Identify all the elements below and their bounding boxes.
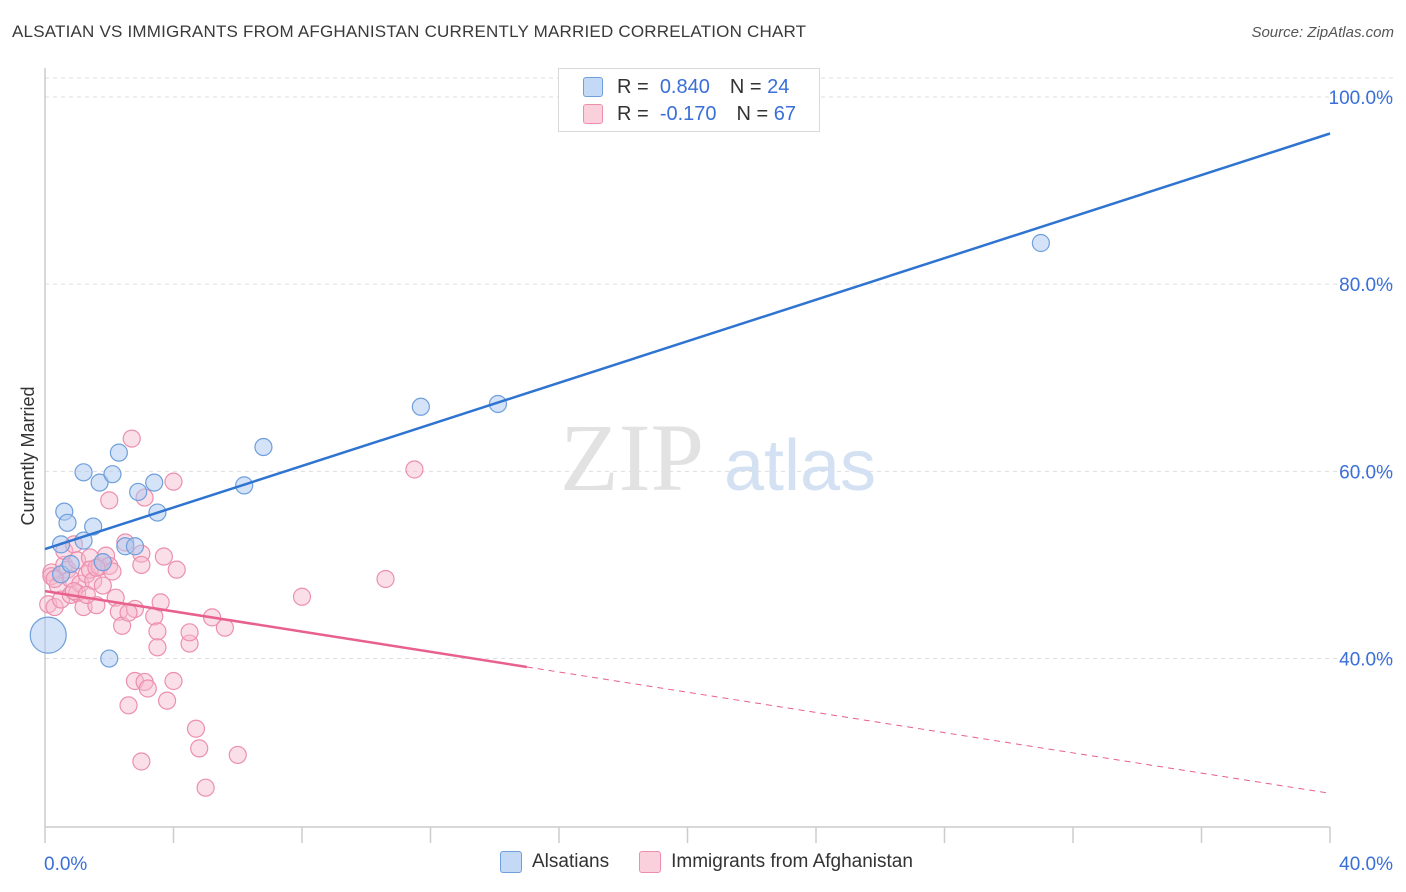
n-value: 67 [773, 102, 797, 125]
axes [44, 68, 1331, 843]
tick-labels: 40.0% 60.0% 80.0% 100.0% 0.0% 40.0% [44, 88, 1393, 875]
afghanistan-trend-line [44, 589, 528, 669]
afghanistan-point [93, 576, 112, 595]
afghanistan-point [138, 679, 157, 698]
n-label: N = [736, 102, 769, 125]
afghanistan-point [215, 618, 234, 637]
afghanistan-point [180, 623, 199, 642]
y-tick-label: 100.0% [1329, 88, 1394, 109]
source-label: Source: ZipAtlas.com [1251, 24, 1394, 41]
n-label: N = [729, 75, 762, 98]
afghanistan-point [132, 555, 151, 575]
afghanistan-point [196, 778, 215, 797]
afghanistan-point [167, 560, 186, 579]
series-legend: Alsatians Immigrants from Afghanistan [500, 851, 943, 873]
alsatian-point [90, 473, 109, 492]
alsatian-point [129, 482, 148, 502]
alsatian-point [103, 465, 122, 484]
r-value: -0.170 [659, 102, 717, 125]
alsatian-point [145, 473, 164, 492]
legend-item-afghanistan: Immigrants from Afghanistan [639, 851, 913, 873]
x-tick-label: 40.0% [1339, 854, 1393, 875]
afghanistan-point [292, 587, 312, 606]
afghanistan-points [39, 429, 424, 797]
afghanistan-point [77, 585, 96, 604]
alsatian-point [1031, 233, 1050, 253]
alsatian-point [109, 443, 128, 462]
watermark-zip: ZIP [560, 404, 704, 511]
alsatian-trend-line [44, 132, 1331, 551]
alsatian-point [74, 463, 93, 482]
watermark: ZIP atlas [560, 404, 876, 511]
afghanistan-point [119, 603, 138, 622]
legend-row-alsatians: R = 0.840 N = 24 [583, 74, 789, 100]
afghanistan-point [45, 597, 64, 617]
afghanistan-trend-extension [526, 666, 1331, 794]
y-tick-label: 60.0% [1339, 462, 1393, 483]
alsatian-point [29, 616, 67, 654]
grid [45, 77, 1395, 660]
legend-row-afghanistan: R = -0.170 N = 67 [583, 101, 796, 127]
y-tick-label: 80.0% [1339, 275, 1393, 296]
afghanistan-point [190, 739, 209, 758]
afghanistan-point [132, 752, 151, 771]
blue-swatch-icon [500, 851, 522, 873]
alsatian-points [29, 233, 1050, 668]
afghanistan-point [148, 622, 167, 641]
blue-swatch-icon [583, 77, 603, 97]
r-label: R = [617, 75, 649, 98]
afghanistan-point [164, 472, 183, 491]
afghanistan-point [119, 696, 138, 715]
watermark-atlas: atlas [724, 426, 876, 506]
afghanistan-point [164, 671, 183, 691]
alsatian-point [125, 537, 145, 556]
alsatian-point [411, 397, 430, 416]
legend-label-alsatians: Alsatians [532, 851, 610, 872]
correlation-legend: R = 0.840 N = 24 R = -0.170 N = 67 [558, 68, 820, 132]
alsatian-point [93, 553, 112, 572]
legend-label-afghanistan: Immigrants from Afghanistan [671, 851, 913, 872]
r-value: 0.840 [659, 75, 710, 98]
afghanistan-point [157, 691, 177, 710]
afghanistan-point [148, 638, 167, 657]
x-tick-label: 0.0% [44, 854, 87, 875]
afghanistan-point [122, 429, 141, 448]
afghanistan-point [228, 745, 247, 765]
afghanistan-point [112, 616, 132, 635]
y-tick-label: 40.0% [1339, 650, 1393, 671]
alsatian-point [254, 437, 273, 457]
afghanistan-point [100, 491, 119, 510]
pink-swatch-icon [583, 104, 603, 124]
n-value: 24 [767, 75, 790, 98]
r-label: R = [617, 102, 649, 125]
y-axis-label: Currently Married [18, 386, 38, 525]
afghanistan-point [405, 460, 424, 479]
afghanistan-point [376, 569, 395, 589]
chart-title: ALSATIAN VS IMMIGRANTS FROM AFGHANISTAN … [12, 22, 807, 41]
alsatian-point [61, 554, 80, 574]
pink-swatch-icon [639, 851, 662, 873]
trend-lines [44, 132, 1331, 794]
alsatian-point [488, 394, 508, 414]
alsatian-point [58, 513, 77, 532]
afghanistan-point [151, 593, 170, 612]
afghanistan-point [186, 719, 206, 738]
afghanistan-point [154, 547, 173, 566]
alsatian-point [100, 649, 119, 668]
legend-item-alsatians: Alsatians [500, 851, 609, 873]
